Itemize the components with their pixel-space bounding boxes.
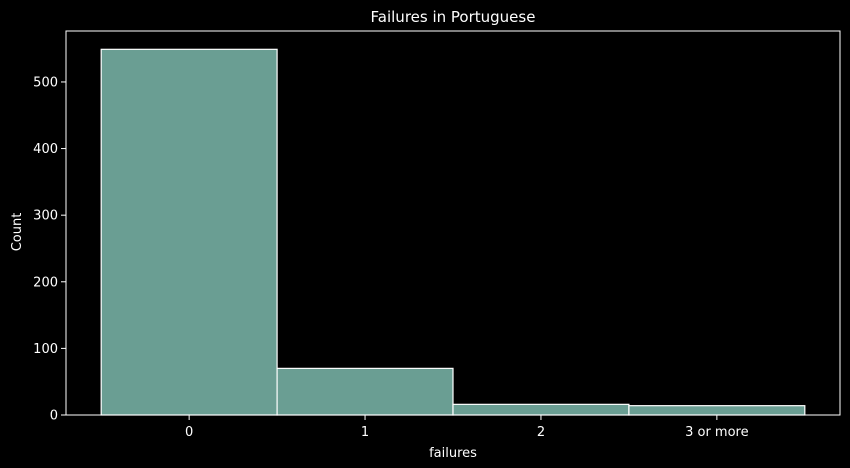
plot-frame [65,30,841,416]
y-tick-label: 0 [50,409,58,424]
x-tick-label: 3 or more [685,425,749,440]
x-tick-label: 1 [361,425,369,440]
x-tick-label: 0 [185,425,193,440]
y-tick-label: 300 [33,209,58,224]
x-tick-label: 2 [537,425,545,440]
bar-0 [100,48,278,416]
y-tick-label: 400 [33,142,58,157]
y-tick-label: 500 [33,75,58,90]
y-tick-label: 200 [33,275,58,290]
x-axis-label: failures [429,446,477,461]
y-axis-label: Count [10,213,25,252]
y-tick-label: 100 [33,342,58,357]
bar-2 [452,403,630,416]
axes-layer: 0 100 200 300 400 500 0 1 2 3 or more [33,30,841,440]
bars-layer [100,48,806,416]
bar-1 [276,367,454,416]
bar-3-or-more [628,405,806,416]
chart-title: Failures in Portuguese [371,8,536,26]
